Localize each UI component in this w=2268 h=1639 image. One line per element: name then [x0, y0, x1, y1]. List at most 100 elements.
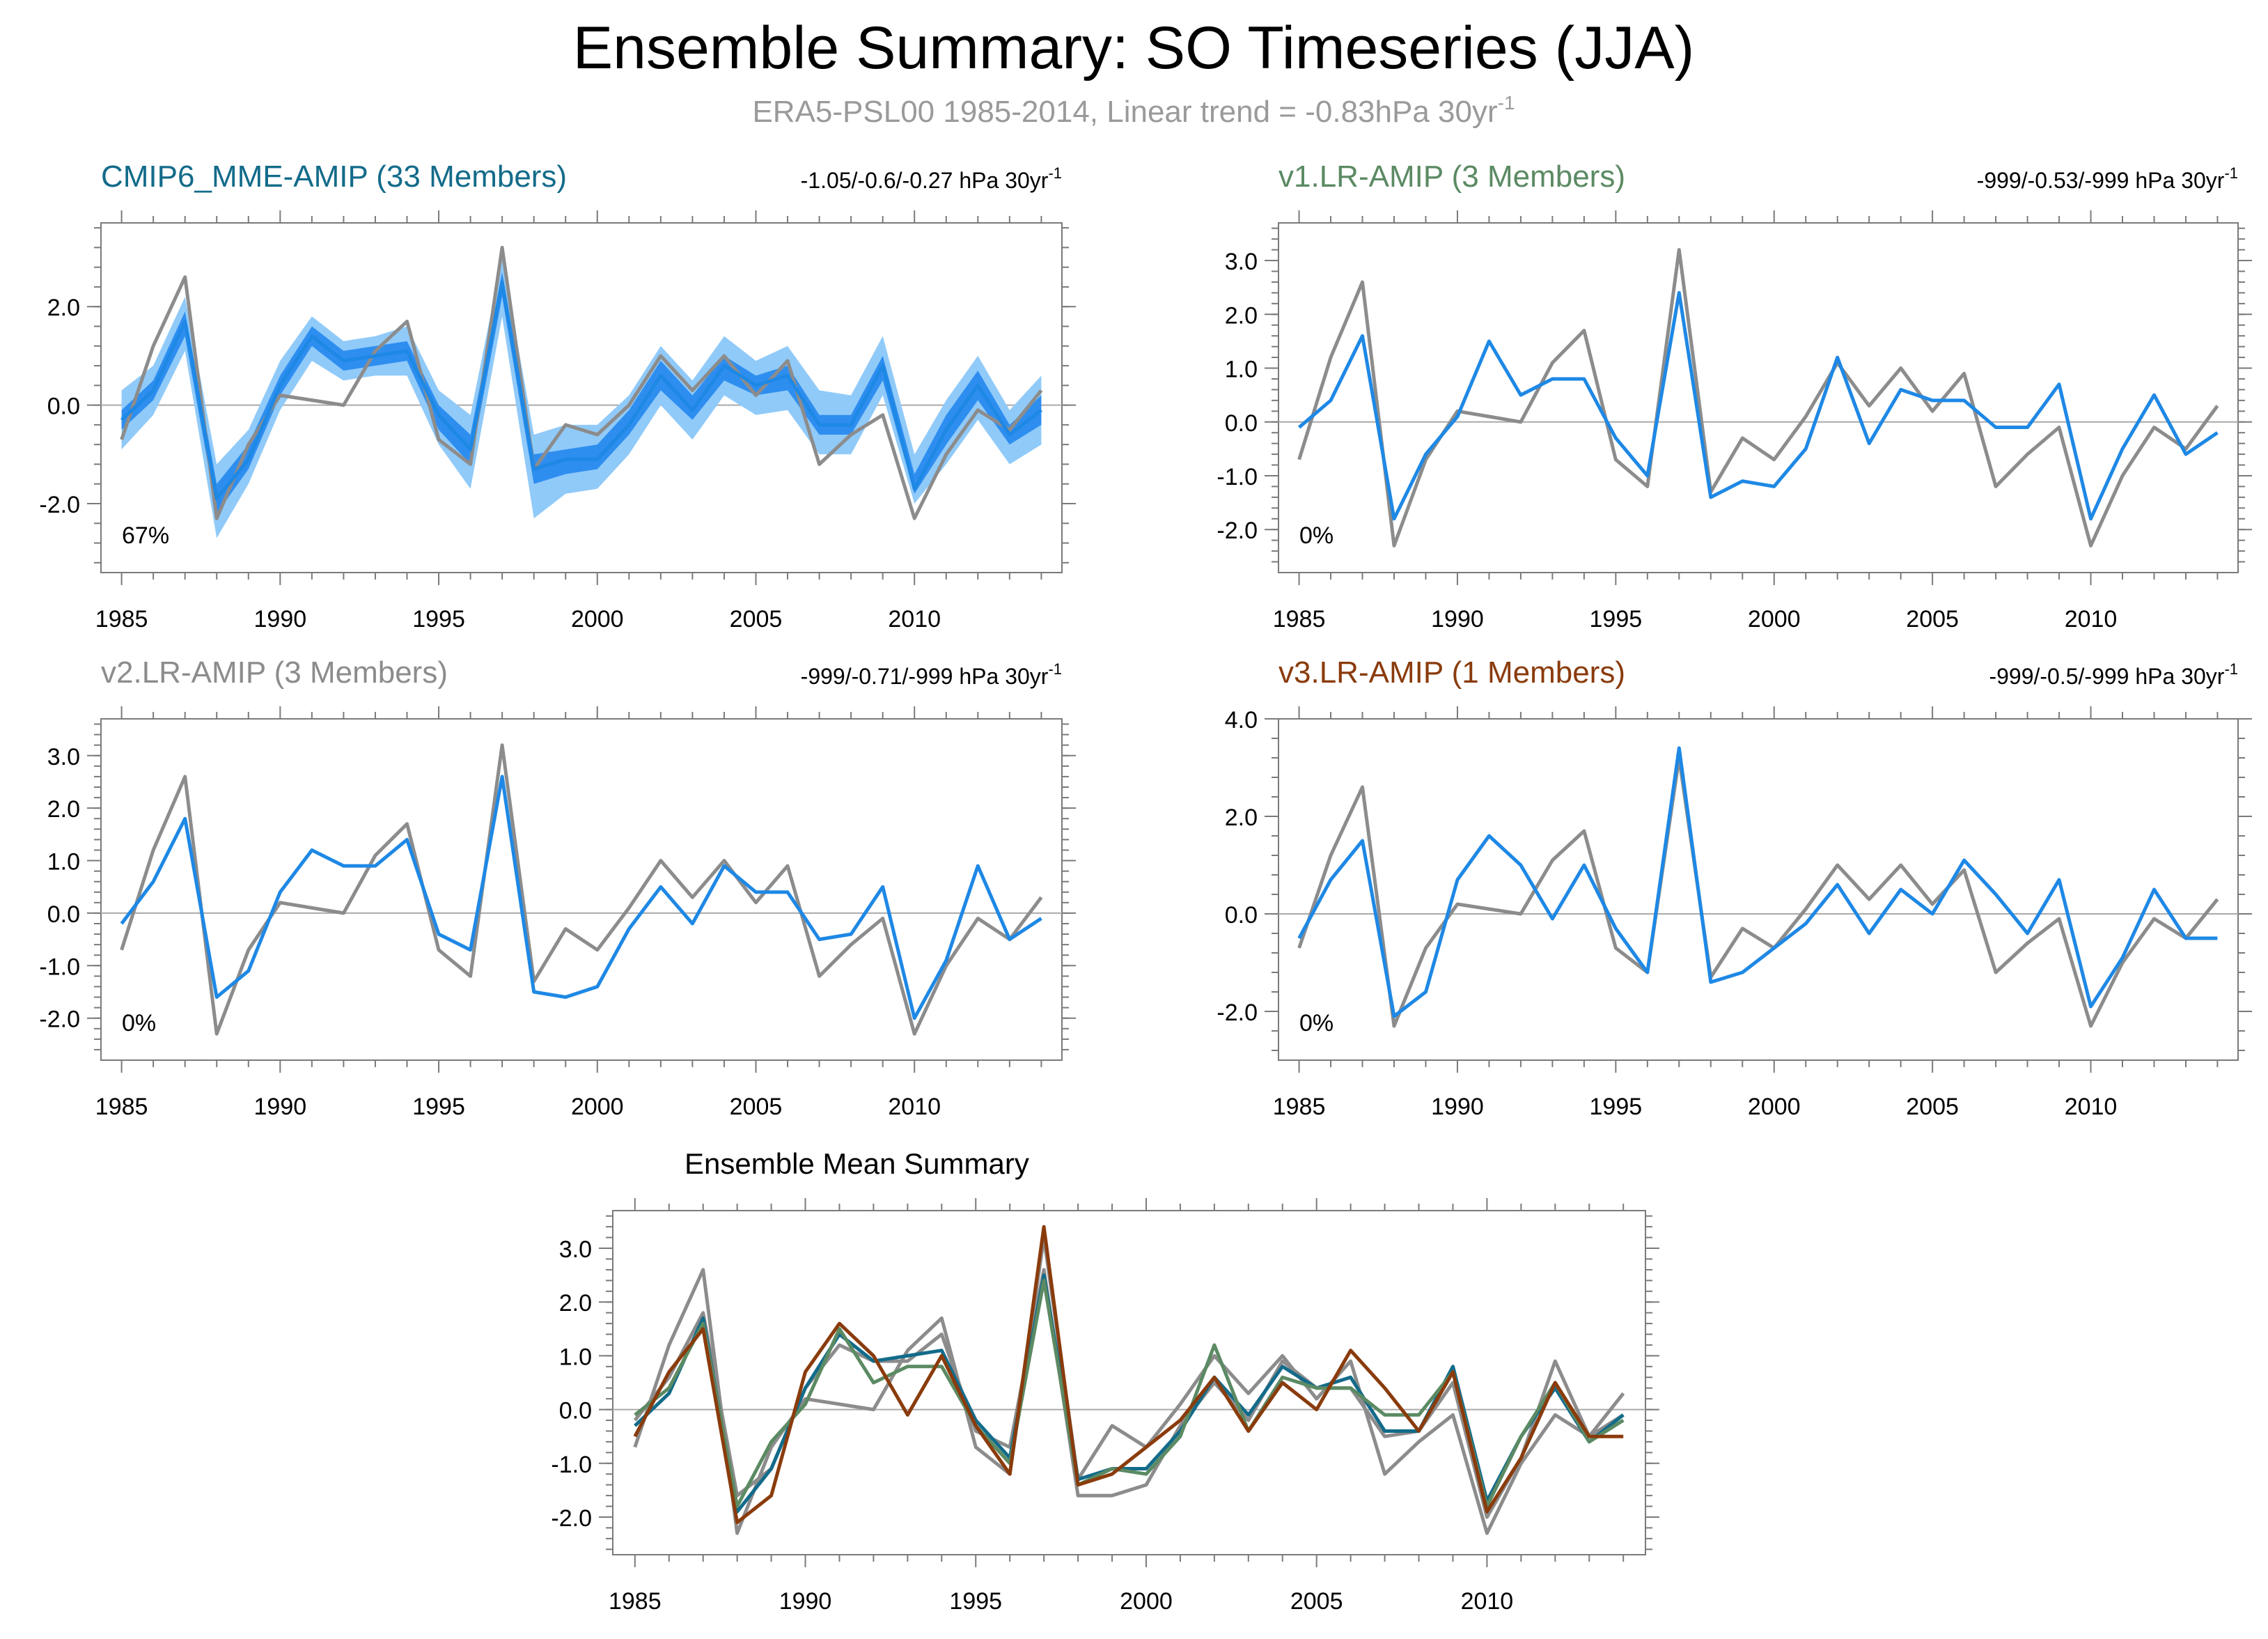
- panel-title: v2.LR-AMIP (3 Members): [101, 655, 448, 690]
- plot-frame: [612, 1210, 1646, 1555]
- y-tick-label: -2.0: [39, 1007, 80, 1033]
- y-tick-label: 2.0: [47, 295, 80, 321]
- x-tick-label: 2010: [1461, 1588, 1514, 1615]
- x-tick-label: 2005: [730, 606, 783, 632]
- figure-subtitle: ERA5-PSL00 1985-2014, Linear trend = -0.…: [752, 92, 1515, 129]
- plot-frame: [100, 718, 1063, 1061]
- spread-band-outer: [121, 257, 1042, 538]
- obs-line: [1297, 248, 2219, 547]
- trend-sup: -1: [2224, 164, 2238, 182]
- trend-label: -999/-0.53/-999 hPa 30yr-1: [1977, 164, 2238, 193]
- subtitle-text: ERA5-PSL00 1985-2014, Linear trend = -0.…: [752, 95, 1497, 129]
- x-tick-label: 2005: [1906, 1094, 1959, 1120]
- panel-v2: -2.0 -1.0 0.0 1.0 2.0 3.0 1985 1990 1995 2000 2005…: [39, 655, 1076, 1120]
- y-tick-label: 0.0: [1225, 902, 1258, 929]
- y-tick-label: -2.0: [39, 492, 80, 518]
- x-tick-label: 1985: [1273, 1094, 1326, 1120]
- x-tick-label: 2000: [1748, 606, 1801, 632]
- y-tick-label: -2.0: [1217, 1000, 1258, 1026]
- y-tick-label: -1.0: [1217, 464, 1258, 490]
- trend-text: -1.05/-0.6/-0.27 hPa 30yr: [801, 168, 1049, 193]
- panel-title: v3.LR-AMIP (1 Members): [1278, 655, 1625, 690]
- plot-frame: [1278, 222, 2239, 573]
- percent-label: 0%: [1299, 1010, 1334, 1036]
- y-tick-label: 0.0: [559, 1398, 592, 1424]
- x-tick-label: 1995: [412, 606, 465, 632]
- panel-title: CMIP6_MME-AMIP (33 Members): [101, 160, 567, 194]
- x-tick-label: 2010: [2065, 606, 2118, 632]
- panel-summary: -2.0 -1.0 0.0 1.0 2.0 3.0 1985 1990 1995 2000 2005…: [551, 1147, 1659, 1615]
- trend-sup: -1: [1048, 660, 1062, 678]
- y-tick-label: 1.0: [47, 849, 80, 876]
- y-tick-label: 3.0: [559, 1236, 592, 1263]
- y-tick-label: 0.0: [47, 394, 80, 420]
- y-tick-label: 3.0: [1225, 249, 1258, 275]
- y-tick-label: -2.0: [551, 1505, 592, 1532]
- x-tick-label: 2000: [571, 1094, 624, 1120]
- model-mean-line: [120, 280, 1042, 501]
- trend-text: -999/-0.71/-999 hPa 30yr: [801, 664, 1049, 689]
- trend-label: -1.05/-0.6/-0.27 hPa 30yr-1: [801, 164, 1062, 193]
- trend-sup: -1: [1048, 164, 1062, 182]
- trend-label: -999/-0.71/-999 hPa 30yr-1: [801, 660, 1062, 689]
- panel-v3: -2.0 0.0 2.0 4.0 1985 1990 1995 2000 2005 2010 v3.…: [1217, 655, 2252, 1120]
- trend-text: -999/-0.53/-999 hPa 30yr: [1977, 168, 2225, 193]
- x-tick-label: 2000: [571, 606, 624, 632]
- x-tick-label: 1990: [254, 1094, 307, 1120]
- x-tick-label: 1985: [95, 1094, 148, 1120]
- x-tick-label: 2005: [1290, 1588, 1343, 1615]
- x-tick-label: 1995: [412, 1094, 465, 1120]
- y-tick-label: 2.0: [47, 796, 80, 823]
- x-tick-label: 1990: [1431, 1094, 1484, 1120]
- trend-label: -999/-0.5/-999 hPa 30yr-1: [1989, 660, 2238, 689]
- x-tick-label: 2010: [2065, 1094, 2118, 1120]
- model-mean-line: [1297, 746, 2218, 1018]
- obs-line: [120, 245, 1043, 520]
- y-tick-label: 0.0: [1225, 410, 1258, 437]
- y-tick-label: 3.0: [47, 744, 80, 770]
- y-tick-label: -1.0: [39, 954, 80, 980]
- model-mean-line: [120, 775, 1042, 1020]
- x-tick-label: 1985: [1273, 606, 1326, 632]
- x-tick-label: 1990: [779, 1588, 832, 1615]
- x-tick-label: 1995: [1590, 1094, 1643, 1120]
- x-tick-label: 1990: [1431, 606, 1484, 632]
- x-tick-label: 2000: [1748, 1094, 1801, 1120]
- figure-title: Ensemble Summary: SO Timeseries (JJA): [573, 15, 1694, 81]
- obs-line: [120, 743, 1043, 1036]
- y-tick-label: -1.0: [551, 1452, 592, 1478]
- percent-label: 0%: [1299, 522, 1334, 549]
- plot-frame: [100, 222, 1063, 573]
- x-tick-label: 1990: [254, 606, 307, 632]
- x-tick-label: 1995: [1590, 606, 1643, 632]
- x-tick-label: 2005: [1906, 606, 1959, 632]
- y-tick-label: -2.0: [1217, 518, 1258, 544]
- x-tick-label: 1985: [609, 1588, 662, 1615]
- x-tick-label: 2010: [888, 1094, 941, 1120]
- panel-title: v1.LR-AMIP (3 Members): [1278, 160, 1625, 194]
- trend-sup: -1: [2224, 660, 2238, 678]
- y-tick-label: 2.0: [1225, 805, 1258, 831]
- x-tick-label: 2010: [888, 606, 941, 632]
- series-line-v3: [633, 1225, 1624, 1525]
- model-mean-line: [1297, 290, 2219, 521]
- percent-label: 0%: [122, 1010, 156, 1036]
- obs-line: [1297, 756, 2219, 1028]
- x-tick-label: 1985: [95, 606, 148, 632]
- x-tick-label: 1995: [949, 1588, 1002, 1615]
- x-tick-label: 2005: [730, 1094, 783, 1120]
- panel-title: Ensemble Mean Summary: [685, 1147, 1029, 1180]
- y-tick-label: 4.0: [1225, 707, 1258, 733]
- y-tick-label: 1.0: [559, 1344, 592, 1370]
- x-tick-label: 2000: [1120, 1588, 1173, 1615]
- y-tick-label: 0.0: [47, 901, 80, 928]
- percent-label: 67%: [122, 522, 169, 549]
- series-line-obs: [633, 1236, 1625, 1535]
- plot-frame: [1278, 718, 2239, 1061]
- y-tick-label: 2.0: [559, 1290, 592, 1316]
- subtitle-sup: -1: [1498, 92, 1515, 114]
- panel-v1: -2.0 -1.0 0.0 1.0 2.0 3.0 1985 1990 1995 2000 2005…: [1217, 160, 2252, 632]
- panel-cmip6: -2.0 0.0 2.0 1985 1990 1995 2000 2005 2010 CMIP6_…: [39, 160, 1076, 632]
- y-tick-label: 2.0: [1225, 302, 1258, 329]
